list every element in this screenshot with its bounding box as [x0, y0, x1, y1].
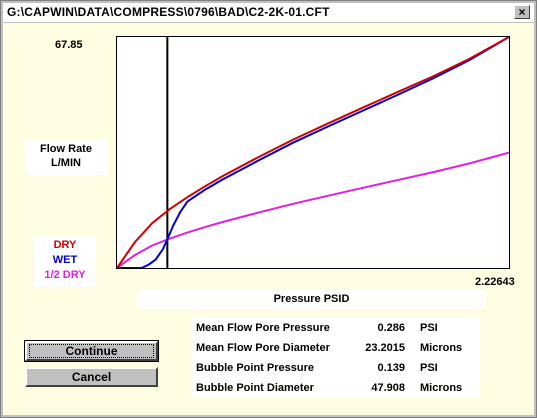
y-axis-label: Flow Rate L/MIN: [25, 139, 107, 175]
stats-panel: Mean Flow Pore Pressure 0.286 PSI Mean F…: [192, 318, 480, 398]
series-line-1-2-dry: [117, 151, 509, 268]
stat-value: 0.139: [377, 362, 405, 374]
legend: DRY WET 1/2 DRY: [34, 235, 96, 287]
stat-value: 23.2015: [365, 342, 405, 354]
plot-area: [116, 36, 510, 269]
stat-value: 47.908: [371, 382, 405, 394]
stat-row: Bubble Point Diameter 47.908 Microns: [192, 378, 480, 398]
stat-unit: Microns: [420, 342, 463, 354]
stat-label: Bubble Point Diameter: [196, 382, 314, 394]
legend-half-dry: 1/2 DRY: [44, 269, 86, 281]
cancel-button[interactable]: Cancel: [25, 367, 158, 387]
stat-label: Mean Flow Pore Pressure: [196, 322, 330, 334]
dialog-body: 67.85 Flow Rate L/MIN DRY WET 1/2 DRY 2.2…: [3, 23, 534, 415]
stat-label: Mean Flow Pore Diameter: [196, 342, 330, 354]
x-axis-label: Pressure PSID: [137, 290, 486, 309]
title-bar[interactable]: G:\CAPWIN\DATA\COMPRESS\0796\BAD\C2-2K-0…: [3, 3, 534, 22]
window-title: G:\CAPWIN\DATA\COMPRESS\0796\BAD\C2-2K-0…: [7, 5, 330, 19]
stat-row: Mean Flow Pore Pressure 0.286 PSI: [192, 318, 480, 338]
stat-row: Mean Flow Pore Diameter 23.2015 Microns: [192, 338, 480, 358]
continue-button-label: Continue: [29, 344, 154, 358]
stat-unit: Microns: [420, 382, 463, 394]
series-line-wet: [117, 37, 509, 268]
y-max-label: 67.85: [55, 39, 83, 51]
stat-unit: PSI: [420, 322, 438, 334]
stat-value: 0.286: [377, 322, 405, 334]
close-icon[interactable]: ×: [514, 5, 530, 19]
continue-button[interactable]: Continue: [24, 340, 159, 362]
legend-dry: DRY: [53, 239, 77, 251]
stat-row: Bubble Point Pressure 0.139 PSI: [192, 358, 480, 378]
series-line-dry: [117, 37, 509, 268]
stat-label: Bubble Point Pressure: [196, 362, 314, 374]
stat-unit: PSI: [420, 362, 438, 374]
x-max-label: 2.22643: [475, 276, 515, 288]
y-axis-label-text: Flow Rate L/MIN: [40, 143, 92, 169]
flow-chart: [117, 37, 509, 268]
legend-wet: WET: [52, 254, 78, 266]
